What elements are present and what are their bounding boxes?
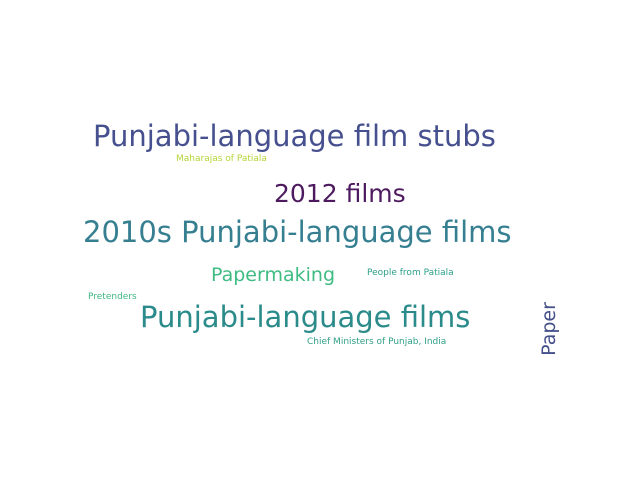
word-maharajas-of-patiala: Maharajas of Patiala — [176, 154, 267, 164]
word-punjabi-language-films: Punjabi-language films — [140, 300, 471, 334]
word-people-from-patiala: People from Patiala — [367, 268, 454, 278]
word-punjabi-language-film-stubs: Punjabi-language film stubs — [93, 119, 496, 153]
word-pretenders: Pretenders — [88, 292, 137, 302]
word-2010s-punjabi-language-films: 2010s Punjabi-language films — [83, 215, 512, 249]
word-paper: Paper — [538, 302, 560, 356]
word-chief-ministers-of-punjab: Chief Ministers of Punjab, India — [307, 337, 447, 347]
word-papermaking: Papermaking — [211, 264, 336, 286]
word-2012-films: 2012 films — [274, 179, 406, 208]
